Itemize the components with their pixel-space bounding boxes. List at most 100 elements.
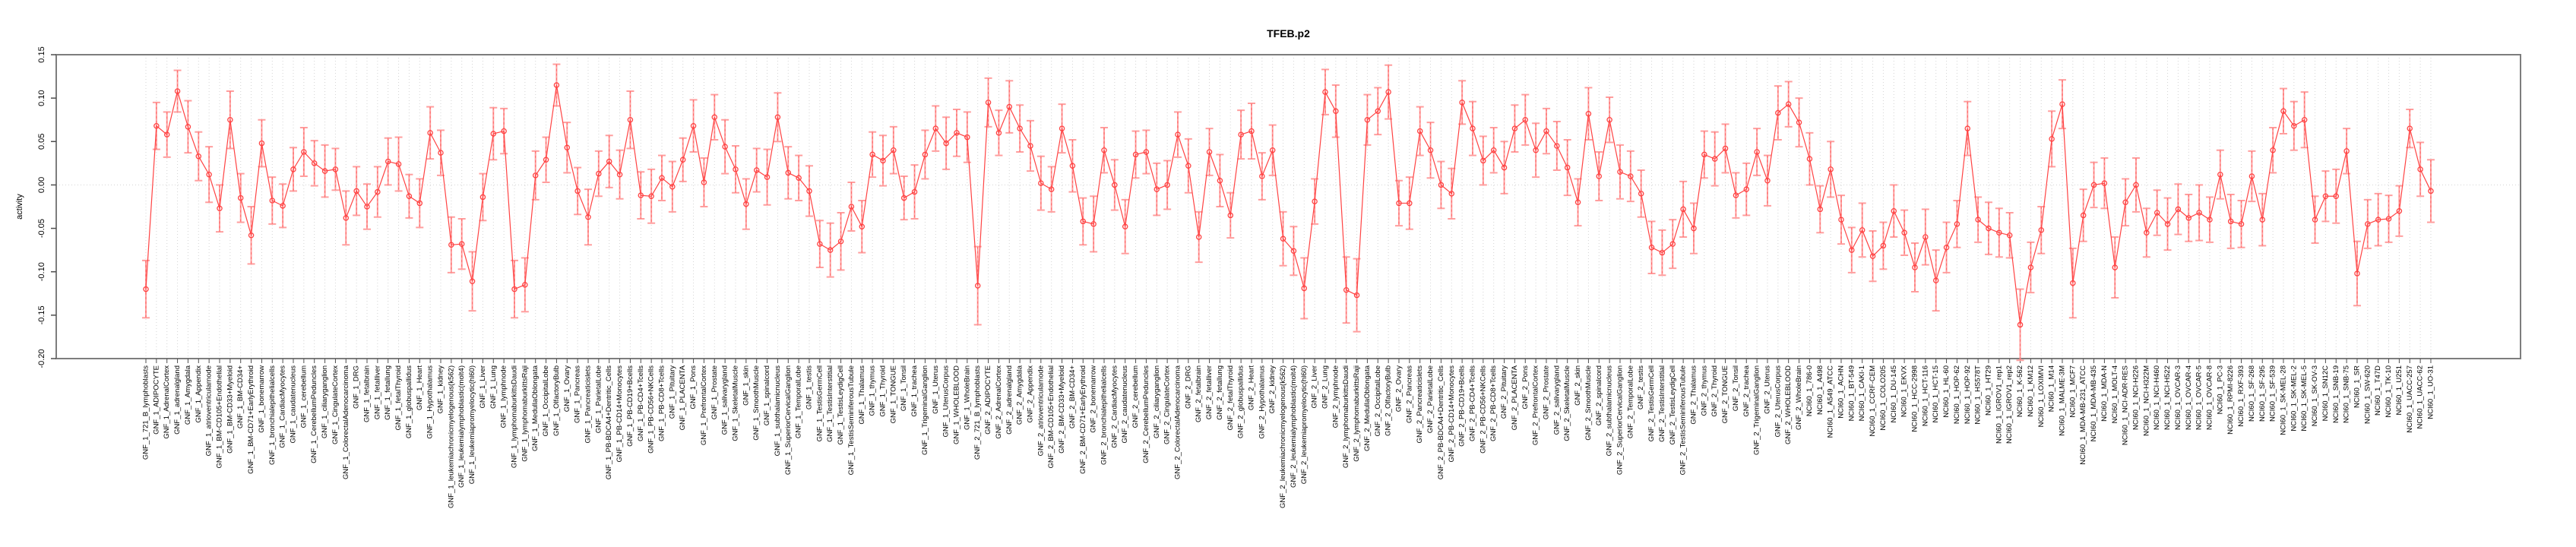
data-point (1301, 285, 1308, 292)
data-point (648, 193, 654, 200)
data-point (1638, 191, 1644, 197)
data-point (195, 153, 202, 160)
data-point (2375, 217, 2381, 223)
data-point (722, 144, 728, 150)
chart-title: TFEB.p2 (1267, 27, 1310, 40)
data-point (1986, 225, 1992, 232)
data-point (1112, 182, 1118, 188)
data-point (490, 131, 497, 137)
y-tick-label: -0.05 (37, 219, 46, 238)
axes: 0.15 0.10 0.05 0.00 -0.05 -0.10 -0.15 -0.20 (37, 46, 2521, 368)
x-tick-label: GNF_2_thymus (1700, 365, 1708, 416)
x-tick-label: NCI60_1_MOLT-4 (2111, 365, 2119, 423)
x-tick-label: GNF_1_WholeBrain (963, 365, 971, 430)
data-point (1796, 119, 1802, 125)
data-point (1248, 128, 1255, 134)
x-tick-label: GNF_2_Thalamus (1689, 365, 1698, 425)
x-tick-label: GNF_1_PB-CD14+Monocytes (616, 365, 624, 463)
x-tick-label: GNF_1_OlfactoryBulb (552, 365, 561, 436)
data-point (501, 128, 507, 134)
data-point (1396, 200, 1402, 207)
data-point (416, 200, 423, 207)
x-tick-label: GNF_2_fetalbrain (1195, 365, 1203, 422)
data-point (1006, 103, 1013, 110)
data-point (1448, 191, 1455, 197)
data-point (1154, 186, 1160, 192)
data-point (1932, 277, 1939, 283)
x-tick-label: NCI60_1_PC-3 (2216, 365, 2224, 414)
data-point (1828, 166, 1834, 172)
data-point (1427, 147, 1434, 153)
y-tick-label: -0.20 (37, 349, 46, 368)
data-point (1859, 227, 1866, 233)
data-point (1132, 151, 1139, 158)
data-point (1817, 206, 1824, 213)
series-line (145, 84, 2432, 325)
x-tick-label: GNF_2_TONGUE (1721, 365, 1729, 423)
data-point (1954, 221, 1960, 227)
y-tick-label: 0.05 (37, 134, 46, 150)
x-tick-label: GNF_2_TestisInterstitial (1658, 365, 1666, 442)
data-point (1522, 116, 1529, 123)
data-point (690, 122, 697, 129)
data-point (1943, 244, 1950, 251)
x-tick-label: NCI60_1_SF-268 (2248, 365, 2256, 422)
x-tick-label: NCI60_1_COLO205 (1879, 365, 1888, 431)
x-tick-label: NCI60_1_LOXIMVI (2037, 365, 2046, 427)
x-tick-label: GNF_1_PB-CD4+Tcells (637, 365, 645, 441)
data-point (2280, 108, 2286, 115)
data-point (679, 157, 686, 163)
x-tick-label: NCI60_1_DU-145 (1890, 365, 1898, 423)
data-point (375, 188, 381, 195)
x-tick-label: NCI60_1_MALME-3M (2058, 365, 2066, 436)
data-point (1080, 218, 1087, 225)
data-point (964, 134, 970, 141)
data-point (163, 131, 170, 138)
x-tick-label: GNF_2_OlfactoryBulb (1385, 365, 1393, 436)
data-point (606, 158, 612, 165)
data-point (2396, 207, 2403, 214)
x-tick-label: NCI60_1_SK-MEL-5 (2300, 365, 2309, 432)
data-point (1659, 249, 1666, 256)
data-point (2133, 182, 2139, 188)
data-point (1606, 116, 1612, 123)
data-point (1353, 292, 1360, 299)
data-point (2354, 270, 2360, 277)
x-tick-label: NCI60_1_OVCAR-5 (2195, 365, 2204, 430)
data-point (616, 171, 623, 178)
data-point (321, 168, 328, 174)
data-point (217, 205, 223, 212)
data-point (1185, 163, 1191, 169)
data-point (280, 203, 286, 209)
x-tick-label: GNF_1_Pons (689, 365, 698, 409)
x-tick-label: GNF_2_trachea (1742, 365, 1751, 416)
x-tick-label: GNF_1_leukemialymphoblastic(molt4) (457, 365, 466, 488)
x-tick-label: NCI60_1_HL-60 (1942, 365, 1951, 418)
x-tick-label: GNF_2_fetalliver (1205, 365, 1214, 419)
x-tick-label: GNF_2_BM-CD105+Endothelial (1047, 365, 1055, 468)
x-tick-label: GNF_1_skin (742, 365, 750, 406)
data-point (932, 125, 939, 131)
data-point (1322, 89, 1328, 95)
error-bars (142, 63, 2435, 362)
x-tick-label: GNF_2_atrioventricularnode (1036, 365, 1045, 456)
x-tick-label: GNF_2_lymphomaburkittsRaji (1353, 365, 1361, 462)
x-tick-label: GNF_1_TONGUE (889, 365, 897, 423)
data-point (1912, 264, 1918, 270)
x-tick-label: GNF_1_BM-CD34+ (236, 365, 245, 429)
y-tick-label: 0.10 (37, 90, 46, 106)
data-point (1711, 156, 1718, 162)
x-tick-label: GNF_1_Ovary (563, 365, 571, 412)
x-tick-label: NCI60_1_SK-MEL-28 (2279, 365, 2287, 435)
data-point (2101, 180, 2108, 186)
x-tick-label: GNF_1_globuspallidus (405, 365, 413, 438)
x-tick-label: GNF_1_Uterus (932, 365, 940, 414)
x-tick-label: GNF_2_Hypothalamus (1258, 365, 1266, 439)
x-tick-label: GNF_1_Pancreaticislets (584, 365, 592, 444)
x-tick-label: NCI60_1_IGROV1_rep2 (2005, 365, 2014, 444)
data-point (1849, 247, 1855, 253)
x-tick-label: GNF_1_testis (805, 365, 813, 409)
data-point (922, 151, 929, 158)
x-tick-label: GNF_1_TestisGermCell (815, 365, 824, 441)
data-point (2196, 210, 2202, 216)
